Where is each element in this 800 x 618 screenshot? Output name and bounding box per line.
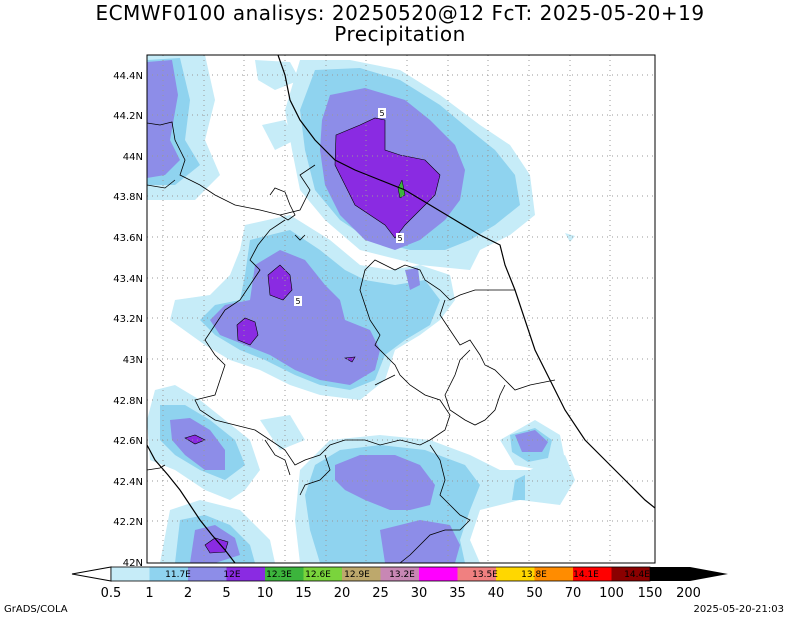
swatch-label: 13.5E bbox=[472, 570, 498, 580]
colorbar-swatch bbox=[573, 567, 612, 581]
regional-borders bbox=[147, 121, 556, 563]
swatch-label: 13.8E bbox=[521, 570, 547, 580]
coastline bbox=[147, 55, 655, 563]
map-title: ECMWF0100 analisys: 20250520@12 FcT: 202… bbox=[95, 1, 705, 25]
colorbar-swatch bbox=[419, 567, 458, 581]
colorbar-swatch bbox=[457, 567, 496, 581]
bound-label: 15 bbox=[295, 586, 312, 601]
precip-class-5-10 bbox=[184, 117, 441, 554]
lat-label: 44.2N bbox=[113, 111, 143, 122]
lat-label: 42.6N bbox=[113, 436, 143, 447]
bound-label: 10 bbox=[257, 586, 274, 601]
lat-label: 43N bbox=[123, 355, 143, 366]
contour-label: 5 bbox=[397, 234, 402, 243]
swatch-label: 12E bbox=[223, 570, 240, 580]
lat-label: 42.8N bbox=[113, 396, 143, 407]
bound-label: 25 bbox=[372, 586, 389, 601]
software-credit: GrADS/COLA bbox=[4, 604, 68, 615]
contour-label: 5 bbox=[295, 297, 300, 306]
bound-label: 40 bbox=[488, 586, 505, 601]
colorbar-max-arrow bbox=[650, 567, 728, 581]
colorbar-swatch bbox=[611, 567, 650, 581]
bound-label: 200 bbox=[676, 586, 701, 601]
colorbar-swatch bbox=[496, 567, 535, 581]
colorbar-bounds: 0.5 1 2 5 10 15 20 25 30 35 40 50 70 100… bbox=[101, 586, 701, 601]
bound-label: 5 bbox=[222, 586, 230, 601]
colorbar-swatch bbox=[380, 567, 419, 581]
plot-frame bbox=[146, 54, 656, 564]
contour-labels: 5 5 5 bbox=[294, 108, 404, 306]
bound-label: 1 bbox=[145, 586, 153, 601]
swatch-label: 13.2E bbox=[389, 570, 415, 580]
swatch-label: 12.6E bbox=[305, 570, 331, 580]
lat-label: 44.4N bbox=[113, 71, 143, 82]
colorbar-swatch bbox=[188, 567, 227, 581]
colorbar: 11.7E 12E 12.3E 12.6E 12.9E 13.2E 13.5E … bbox=[71, 566, 728, 601]
latitude-axis: 44.4N 44.2N 44N 43.8N 43.6N 43.4N 43.2N … bbox=[113, 71, 143, 569]
colorbar-min-arrow bbox=[71, 566, 112, 582]
colorbar-swatch bbox=[342, 567, 381, 581]
lat-label: 42.4N bbox=[113, 477, 143, 488]
lat-label: 43.2N bbox=[113, 314, 143, 325]
bound-label: 0.5 bbox=[101, 586, 122, 601]
lat-label: 42.2N bbox=[113, 517, 143, 528]
bound-label: 30 bbox=[411, 586, 428, 601]
swatch-label: 12.3E bbox=[266, 570, 292, 580]
lat-label: 43.6N bbox=[113, 233, 143, 244]
colorbar-swatch bbox=[226, 567, 265, 581]
bound-label: 100 bbox=[599, 586, 624, 601]
generation-timestamp: 2025-05-20-21:03 bbox=[693, 604, 784, 615]
bound-label: 70 bbox=[565, 586, 582, 601]
map-subtitle: Precipitation bbox=[334, 22, 466, 46]
lat-label: 43.4N bbox=[113, 274, 143, 285]
colorbar-swatch bbox=[149, 567, 188, 581]
colorbar-swatch-labels: 11.7E 12E 12.3E 12.6E 12.9E 13.2E 13.5E … bbox=[165, 570, 650, 580]
bound-label: 20 bbox=[334, 586, 351, 601]
swatch-label: 12.9E bbox=[344, 570, 370, 580]
bound-label: 50 bbox=[526, 586, 543, 601]
swatch-label: 11.7E bbox=[165, 570, 191, 580]
colorbar-swatch bbox=[534, 567, 573, 581]
bound-label: 2 bbox=[184, 586, 192, 601]
lat-label: 44N bbox=[123, 152, 143, 163]
colorbar-swatch bbox=[265, 567, 304, 581]
colorbar-swatch bbox=[303, 567, 342, 581]
swatch-label: 14.1E bbox=[573, 570, 599, 580]
swatch-label: 14.4E bbox=[624, 570, 650, 580]
colorbar-swatch bbox=[111, 567, 150, 581]
contour-label: 5 bbox=[379, 109, 384, 118]
lat-label: 43.8N bbox=[113, 192, 143, 203]
bound-label: 150 bbox=[638, 586, 663, 601]
bound-label: 35 bbox=[449, 586, 466, 601]
lat-label: 42N bbox=[123, 558, 143, 569]
